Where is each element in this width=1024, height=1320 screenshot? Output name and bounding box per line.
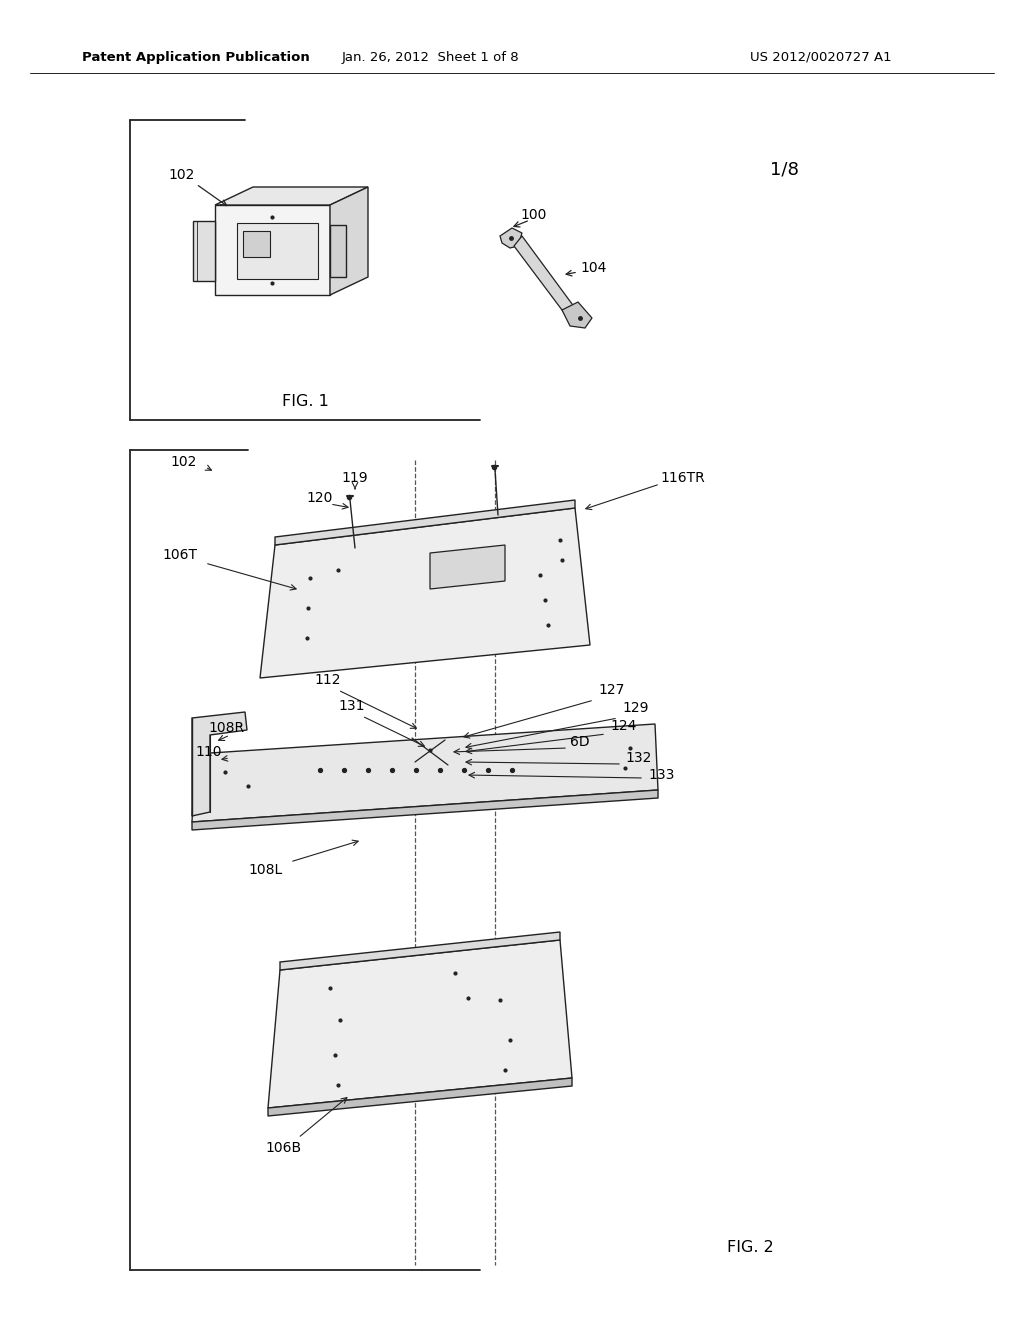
Text: 133: 133 — [648, 768, 675, 781]
Text: 100: 100 — [520, 209, 547, 222]
Text: 106B: 106B — [265, 1140, 301, 1155]
Polygon shape — [280, 932, 560, 970]
Text: 102: 102 — [170, 455, 197, 469]
Polygon shape — [193, 711, 247, 816]
Text: 116TR: 116TR — [660, 471, 705, 484]
Text: 102: 102 — [168, 168, 195, 182]
Text: FIG. 1: FIG. 1 — [282, 395, 329, 409]
Text: 132: 132 — [625, 751, 651, 766]
Text: 120: 120 — [307, 491, 333, 506]
Text: Jan. 26, 2012  Sheet 1 of 8: Jan. 26, 2012 Sheet 1 of 8 — [341, 50, 519, 63]
Text: 106T: 106T — [162, 548, 197, 562]
Polygon shape — [215, 205, 330, 294]
Text: Patent Application Publication: Patent Application Publication — [82, 50, 309, 63]
Text: 124: 124 — [610, 719, 636, 733]
Polygon shape — [330, 187, 368, 294]
Polygon shape — [330, 224, 346, 277]
Polygon shape — [275, 500, 575, 545]
Text: 129: 129 — [622, 701, 648, 715]
Polygon shape — [500, 228, 522, 248]
Text: FIG. 2: FIG. 2 — [727, 1241, 773, 1255]
Polygon shape — [193, 220, 215, 281]
Text: 131: 131 — [339, 700, 366, 713]
Polygon shape — [260, 508, 590, 678]
Polygon shape — [237, 223, 318, 279]
Polygon shape — [562, 302, 592, 327]
Polygon shape — [268, 1078, 572, 1115]
Text: US 2012/0020727 A1: US 2012/0020727 A1 — [750, 50, 892, 63]
Polygon shape — [268, 940, 572, 1107]
Polygon shape — [193, 789, 658, 830]
Polygon shape — [430, 545, 505, 589]
Text: 127: 127 — [598, 682, 625, 697]
Text: 1/8: 1/8 — [770, 161, 799, 180]
Text: 108R: 108R — [208, 721, 244, 735]
Polygon shape — [193, 723, 658, 822]
Text: 119: 119 — [342, 471, 369, 484]
Polygon shape — [514, 236, 575, 318]
Text: 104: 104 — [580, 261, 606, 275]
Polygon shape — [215, 187, 368, 205]
Text: 6D: 6D — [570, 735, 590, 748]
Polygon shape — [243, 231, 270, 257]
Text: 110: 110 — [195, 744, 221, 759]
Text: 112: 112 — [314, 673, 341, 686]
Text: 108L: 108L — [248, 863, 283, 876]
